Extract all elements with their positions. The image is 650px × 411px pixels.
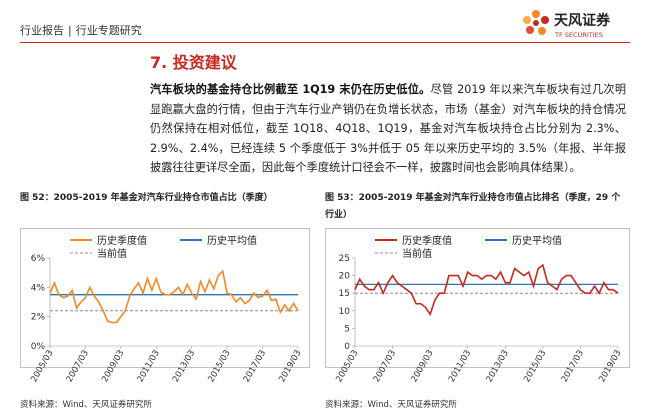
y-tick-label: 2%	[31, 313, 46, 323]
legend-label: 历史季度值	[97, 234, 147, 247]
source: 资料来源：Wind、天风证券研究所	[325, 400, 457, 410]
plot-frame	[325, 228, 630, 368]
y-tick-label: 10	[339, 307, 351, 317]
section-title: 7. 投资建议	[150, 53, 237, 72]
figure-title: 图 53：2005-2019 年基金对汽车行业持仓市值占比排名（季度，29 个行…	[325, 193, 621, 220]
x-tick-label: 2005/03	[334, 349, 360, 385]
report-type: 行业报告	[20, 24, 64, 37]
x-tick-label: 2013/03	[171, 349, 197, 385]
x-tick-label: 2009/03	[100, 349, 126, 385]
x-tick-label: 2019/03	[277, 349, 303, 385]
legend-label: 当前值	[97, 247, 127, 260]
paragraph-lead: 汽车板块的基金持仓比例截至 1Q19 末仍在历史低位。	[150, 83, 431, 96]
logo-en: TF SECURITIES	[554, 31, 603, 39]
header-rule	[20, 42, 630, 43]
logo-icon	[523, 10, 549, 35]
x-tick-label: 2007/03	[372, 349, 398, 385]
x-tick-label: 2007/03	[65, 349, 91, 385]
plot-frame	[20, 228, 310, 368]
paragraph-body: 尽管 2019 年以来汽车板块有过几次明显跑赢大盘的行情，但由于汽车行业产销仍在…	[150, 83, 627, 174]
logo-cn: 天风证券	[554, 12, 611, 29]
y-tick-label: 15	[339, 289, 350, 299]
y-tick-label: 20	[339, 272, 351, 282]
source: 资料来源：Wind、天风证券研究所	[20, 400, 152, 410]
legend-label: 当前值	[402, 247, 432, 260]
y-tick-label: 0%	[31, 342, 46, 352]
x-tick-label: 2013/03	[485, 349, 511, 385]
chart: 0% 2% 4% 6% 2005/03 2007/03 2009/03 2011/03 2013…	[20, 228, 310, 385]
paragraph: 汽车板块的基金持仓比例截至 1Q19 末仍在历史低位。尽管 2019 年以来汽车…	[150, 80, 626, 178]
report-subtitle: 行业专题研究	[75, 24, 142, 37]
legend-label: 历史平均值	[512, 234, 562, 247]
header: 行业报告 | 行业专题研究	[20, 22, 146, 38]
series-line	[49, 269, 299, 324]
logo: 天风证券 TF SECURITIES	[523, 10, 611, 39]
x-tick-label: 2011/03	[136, 349, 162, 385]
legend-label: 历史季度值	[402, 234, 452, 247]
y-tick-label: 6%	[31, 254, 46, 264]
x-tick-label: 2011/03	[447, 349, 473, 385]
y-tick-label: 25	[339, 254, 350, 264]
x-tick-label: 2015/03	[522, 349, 548, 385]
x-tick-label: 2017/03	[242, 349, 268, 385]
y-tick-label: 0	[344, 342, 350, 352]
x-tick-label: 2005/03	[29, 349, 55, 385]
y-tick-label: 4%	[31, 283, 46, 293]
x-tick-label: 2015/03	[206, 349, 232, 385]
x-tick-label: 2017/03	[560, 349, 586, 385]
figure-title: 图 52：2005-2019 年基金对汽车行业持仓市值占比（季度）	[20, 193, 273, 203]
x-tick-label: 2019/03	[597, 349, 623, 385]
legend-label: 历史平均值	[207, 234, 257, 247]
y-tick-label: 5	[344, 324, 350, 334]
chart: 0 5 10 15 20 25 2005/03 2007/03 2009/03 2011/03 20…	[325, 228, 630, 385]
series-line	[354, 263, 619, 317]
separator: |	[68, 24, 72, 37]
x-tick-label: 2009/03	[409, 349, 435, 385]
